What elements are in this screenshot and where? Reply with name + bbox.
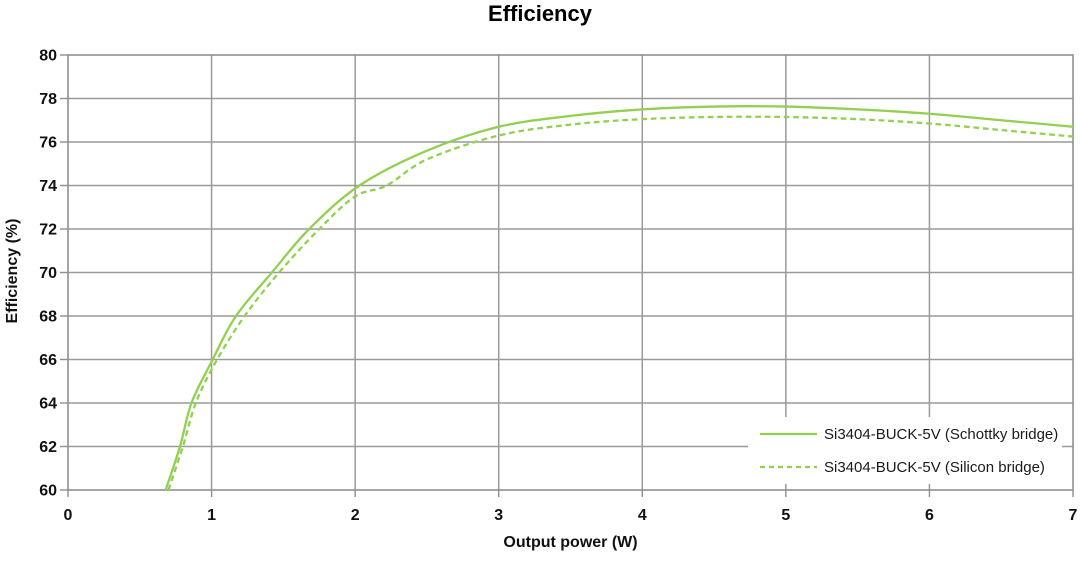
y-tick-label: 80 bbox=[39, 48, 57, 65]
y-tick-label: 62 bbox=[39, 439, 57, 456]
x-tick-label: 5 bbox=[781, 507, 790, 524]
y-tick-label: 60 bbox=[39, 483, 57, 500]
series-line-0 bbox=[164, 105, 1073, 491]
dashed-line-sample-icon bbox=[760, 465, 817, 469]
x-tick-label: 6 bbox=[925, 507, 934, 524]
x-tick-label: 0 bbox=[64, 507, 73, 524]
y-axis-title: Efficiency (%) bbox=[4, 218, 21, 324]
y-tick-label: 72 bbox=[39, 222, 57, 239]
legend: Si3404-BUCK-5V (Schottky bridge) Si3404-… bbox=[748, 417, 1062, 484]
x-tick-label: 4 bbox=[638, 507, 647, 524]
solid-line-sample-icon bbox=[760, 432, 817, 436]
legend-item-schottky: Si3404-BUCK-5V (Schottky bridge) bbox=[760, 418, 1062, 451]
x-axis-title: Output power (W) bbox=[503, 534, 638, 551]
x-tick-label: 7 bbox=[1069, 507, 1078, 524]
y-tick-label: 78 bbox=[39, 91, 57, 108]
x-tick-label: 1 bbox=[207, 507, 216, 524]
legend-label-schottky: Si3404-BUCK-5V (Schottky bridge) bbox=[824, 425, 1059, 443]
legend-item-silicon: Si3404-BUCK-5V (Silicon bridge) bbox=[760, 451, 1062, 484]
x-tick-label: 2 bbox=[351, 507, 360, 524]
legend-label-silicon: Si3404-BUCK-5V (Silicon bridge) bbox=[824, 458, 1045, 476]
y-tick-label: 74 bbox=[39, 178, 57, 195]
y-tick-label: 70 bbox=[39, 265, 57, 282]
chart-title: Efficiency bbox=[488, 1, 592, 26]
y-tick-label: 64 bbox=[39, 396, 57, 413]
y-tick-label: 68 bbox=[39, 309, 57, 326]
y-tick-label: 76 bbox=[39, 135, 57, 152]
x-tick-label: 3 bbox=[494, 507, 503, 524]
series-line-1 bbox=[167, 115, 1073, 491]
y-tick-label: 66 bbox=[39, 352, 57, 369]
